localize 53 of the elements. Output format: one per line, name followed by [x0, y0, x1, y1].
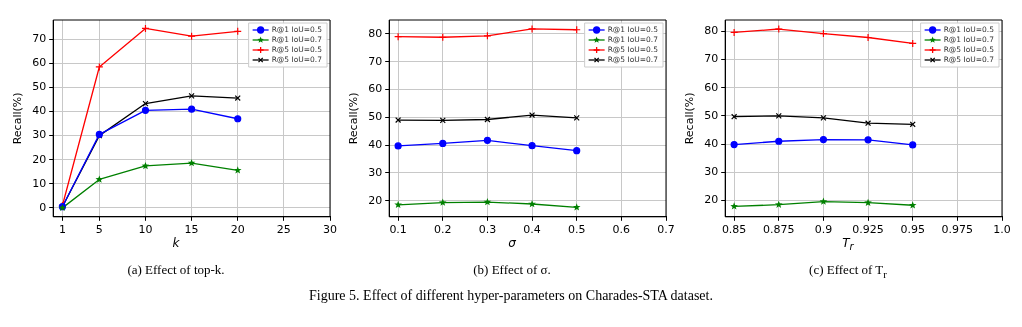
y-tick-label: 50: [368, 110, 383, 124]
y-tick-label: 20: [704, 193, 719, 207]
y-tick-label: 40: [704, 136, 719, 150]
y-tick-label: 60: [32, 56, 47, 70]
y-tick-label: 50: [704, 108, 719, 122]
x-tick-label: 0.1: [389, 223, 407, 237]
y-tick-label: 70: [704, 52, 719, 66]
y-tick-label: 80: [368, 26, 383, 40]
x-tick-label: 0.7: [657, 223, 675, 237]
y-axis-title: Recall(%): [683, 92, 697, 145]
x-tick-label: 0.6: [612, 223, 631, 237]
x-tick-label: 0.925: [852, 223, 884, 237]
x-tick-label: 15: [184, 223, 199, 237]
x-tick-label: 0.2: [434, 223, 452, 237]
x-axis-title: k: [171, 236, 181, 250]
y-tick-label: 60: [368, 82, 383, 96]
text: (b) Effect of σ.: [472, 262, 552, 278]
y-tick-label: 70: [368, 54, 383, 68]
x-tick-label: 5: [95, 223, 103, 237]
y-axis-title: Recall(%): [11, 92, 25, 145]
x-tick-label: 0.85: [721, 223, 747, 237]
x-tick-label: 30: [323, 223, 337, 237]
x-tick-label: 0.3: [478, 223, 497, 237]
y-tick-label: 40: [32, 104, 47, 118]
y-tick-label: 40: [368, 137, 383, 151]
y-tick-label: 0: [39, 200, 47, 214]
y-tick-label: 70: [32, 32, 47, 46]
x-tick-label: 1.0: [993, 223, 1011, 237]
x-axis-title: T$_{r}$: [841, 236, 855, 253]
y-tick-label: 60: [704, 80, 719, 94]
x-tick-label: 0.4: [523, 223, 541, 237]
y-tick-label: 30: [704, 165, 719, 179]
x-tick-label: 10: [138, 223, 153, 237]
text: (c) Effect of T$_{r}$: [808, 262, 888, 280]
text: (a) Effect of top-k.: [126, 262, 226, 278]
x-tick-label: 0.95: [900, 223, 925, 237]
y-tick-label: 20: [368, 193, 383, 207]
x-axis-title: σ: [507, 236, 517, 250]
y-tick-label: 30: [32, 128, 47, 142]
y-tick-label: 20: [32, 152, 47, 166]
x-tick-label: 0.9: [814, 223, 833, 237]
x-tick-label: 0.975: [941, 223, 974, 237]
y-tick-label: 80: [704, 24, 719, 38]
x-tick-label: 20: [230, 223, 245, 237]
x-tick-label: 0.5: [567, 223, 586, 237]
x-tick-label: 1: [58, 223, 66, 237]
x-tick-label: 0.875: [763, 223, 795, 237]
y-tick-label: 10: [32, 176, 47, 190]
caption: Figure 5. Effect of different hyper-parameters on Charades-STA dataset.: [308, 287, 714, 304]
x-tick-label: 25: [276, 223, 291, 237]
y-tick-label: 30: [368, 165, 383, 179]
y-tick-label: 50: [32, 80, 47, 94]
y-axis-title: Recall(%): [347, 92, 361, 145]
